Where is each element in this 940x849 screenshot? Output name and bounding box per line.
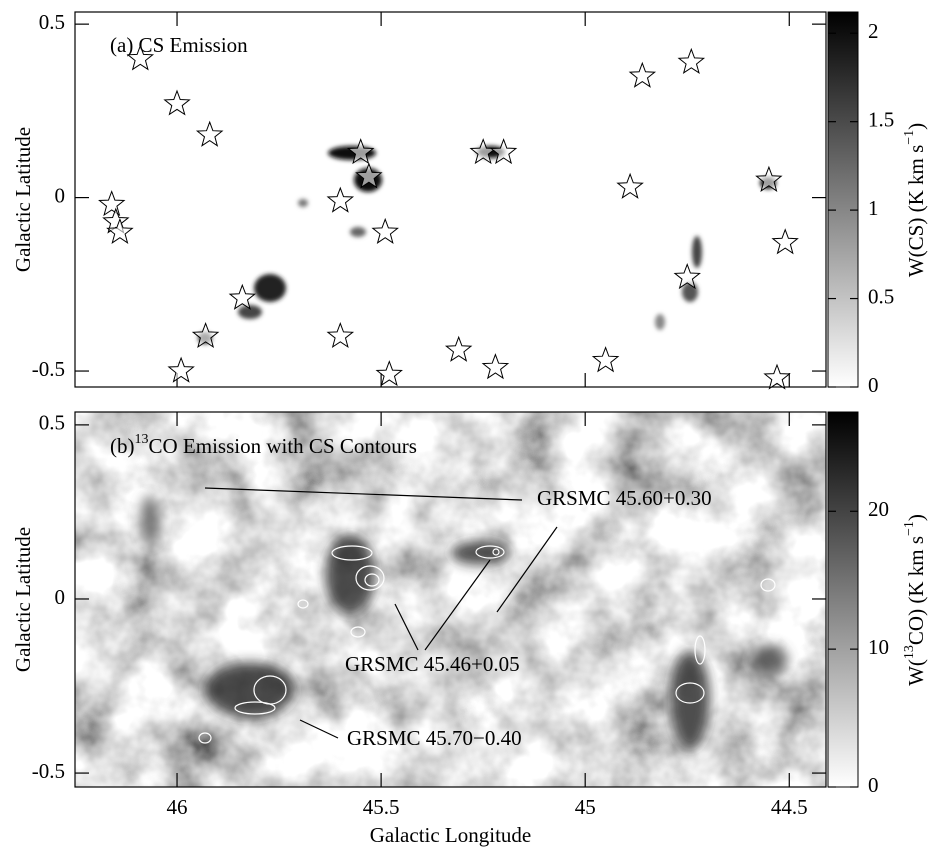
star-marker: [326, 186, 355, 213]
panel-label: (a) CS Emission: [110, 33, 248, 57]
colorbar-tick-label: 10: [868, 635, 889, 659]
star-marker: [444, 335, 473, 362]
star-marker: [673, 262, 701, 290]
annotation: GRSMC 45.70−0.40: [347, 726, 522, 750]
colorbar-tick-label: 0: [868, 373, 879, 397]
star-marker: [763, 363, 791, 390]
x-tick-label: 45.5: [363, 795, 400, 819]
colorbar-tick-label: 0.5: [868, 284, 894, 308]
star-marker: [326, 321, 355, 349]
y-tick-label: 0.5: [39, 411, 65, 435]
star-marker: [102, 207, 130, 234]
x-tick-label: 45: [575, 795, 596, 819]
y-tick-label: 0: [55, 183, 66, 207]
panel-label: (b)13CO Emission with CS Contours: [110, 432, 417, 458]
star-marker: [469, 138, 497, 165]
star-marker: [371, 217, 399, 244]
x-tick-label: 44.5: [771, 795, 808, 819]
star-marker: [106, 217, 134, 244]
colorbar-label: W(CS) (K km s−1): [902, 123, 928, 277]
colorbar-tick-label: 20: [868, 497, 889, 521]
star-marker: [755, 165, 783, 192]
colorbar: [827, 411, 859, 788]
star-marker: [228, 283, 257, 310]
co-emission-map: [75, 412, 826, 787]
star-marker: [677, 47, 706, 74]
y-tick-label: -0.5: [32, 759, 65, 783]
star-marker: [591, 346, 620, 373]
star-marker: [163, 89, 191, 116]
star-marker: [195, 120, 224, 147]
star-marker: [489, 138, 518, 165]
star-marker: [628, 61, 657, 88]
cs-emission-map: [198, 146, 776, 344]
y-tick-label: 0.5: [39, 10, 65, 34]
annotation: GRSMC 45.60+0.30: [537, 486, 712, 510]
x-tick-label: 46: [167, 795, 188, 819]
star-marker: [167, 356, 195, 383]
star-marker: [771, 228, 799, 255]
star-marker: [98, 190, 126, 217]
y-axis-label: Galactic Latitude: [11, 527, 35, 672]
colorbar-tick-label: 0: [868, 773, 879, 797]
annotation-lines: [204, 487, 558, 739]
star-marker: [126, 44, 155, 71]
cs-contours: [198, 545, 776, 744]
x-axis-label: Galactic Longitude: [370, 823, 532, 847]
y-axis-label: Galactic Latitude: [11, 127, 35, 272]
colorbar-tick-label: 2: [868, 19, 879, 43]
star-marker: [616, 172, 644, 199]
colorbar-tick-label: 1.5: [868, 107, 894, 131]
star-marker: [191, 321, 220, 349]
colorbar-tick-label: 1: [868, 196, 879, 220]
y-tick-label: -0.5: [32, 357, 65, 381]
y-tick-label: 0: [55, 585, 66, 609]
plot-frame: [74, 11, 827, 388]
star-marker: [346, 138, 375, 165]
colorbar: [827, 11, 859, 388]
colorbar-label: W(13CO) (K km s−1): [902, 514, 928, 686]
annotation: GRSMC 45.46+0.05: [345, 652, 520, 676]
star-marker: [355, 162, 383, 189]
star-marker: [481, 353, 510, 380]
star-marker: [375, 360, 403, 387]
